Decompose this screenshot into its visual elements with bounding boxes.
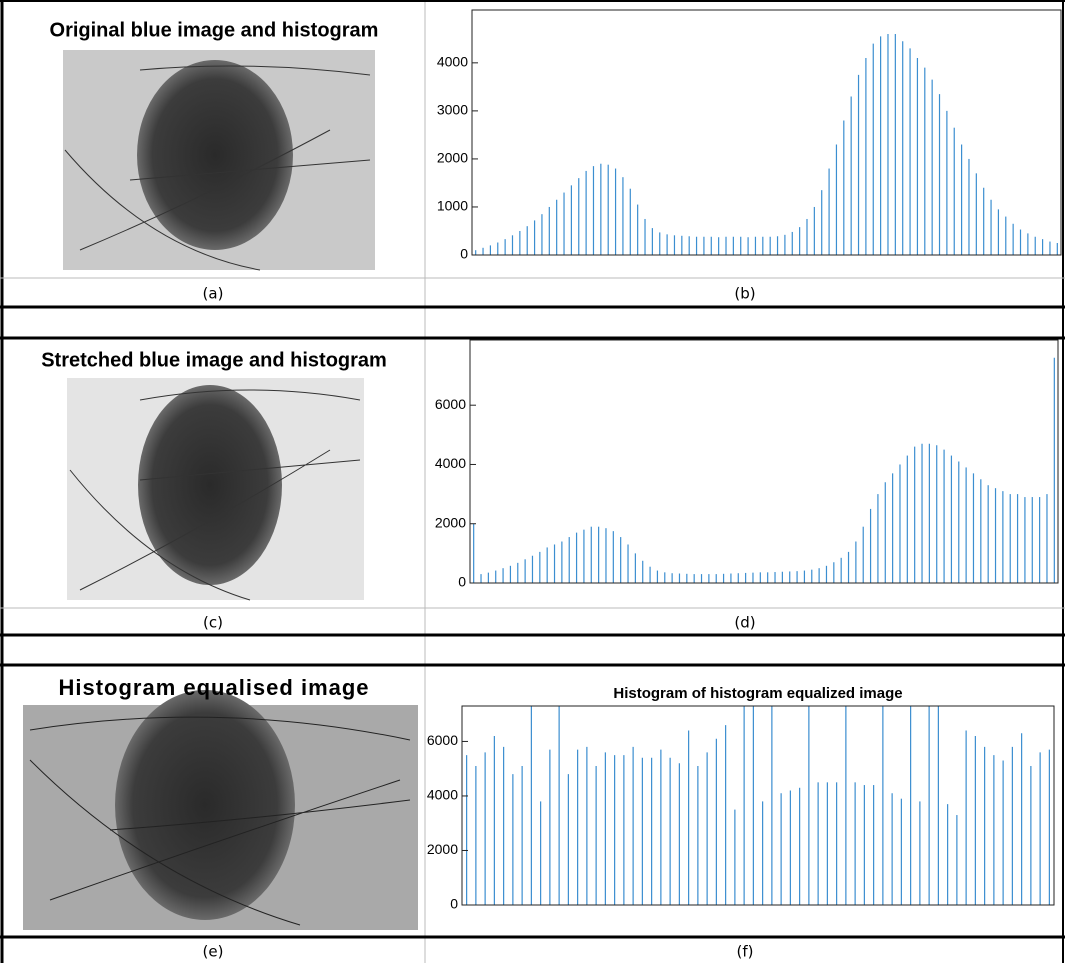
y-tick-label: 4000 <box>435 455 466 471</box>
image-title: Stretched blue image and histogram <box>41 349 387 371</box>
skin-image <box>63 50 375 271</box>
plot-frame <box>471 9 1062 256</box>
y-tick-label: 4000 <box>427 787 458 803</box>
caption: (a) <box>203 285 224 303</box>
y-tick-label: 0 <box>450 896 458 912</box>
caption: (b) <box>734 285 755 303</box>
y-tick-label: 2000 <box>437 150 468 166</box>
y-tick-label: 3000 <box>437 102 468 118</box>
plot-frame <box>469 339 1059 584</box>
caption: (d) <box>734 614 755 632</box>
caption: (e) <box>203 943 224 961</box>
y-tick-label: 0 <box>460 246 468 262</box>
skin-image <box>67 378 364 601</box>
chart-title: Histogram of histogram equalized image <box>613 685 902 702</box>
image-title: Original blue image and histogram <box>50 19 379 41</box>
y-tick-label: 1000 <box>437 198 468 214</box>
y-tick-label: 6000 <box>427 732 458 748</box>
image-title: Histogram equalised image <box>58 675 369 700</box>
y-tick-label: 2000 <box>435 514 466 530</box>
y-tick-label: 6000 <box>435 396 466 412</box>
y-tick-label: 0 <box>458 574 466 590</box>
y-tick-label: 4000 <box>437 54 468 70</box>
skin-image <box>23 690 418 930</box>
plot-frame <box>461 705 1055 906</box>
y-tick-label: 2000 <box>427 841 458 857</box>
caption: (c) <box>203 614 223 632</box>
caption: (f) <box>737 943 754 961</box>
